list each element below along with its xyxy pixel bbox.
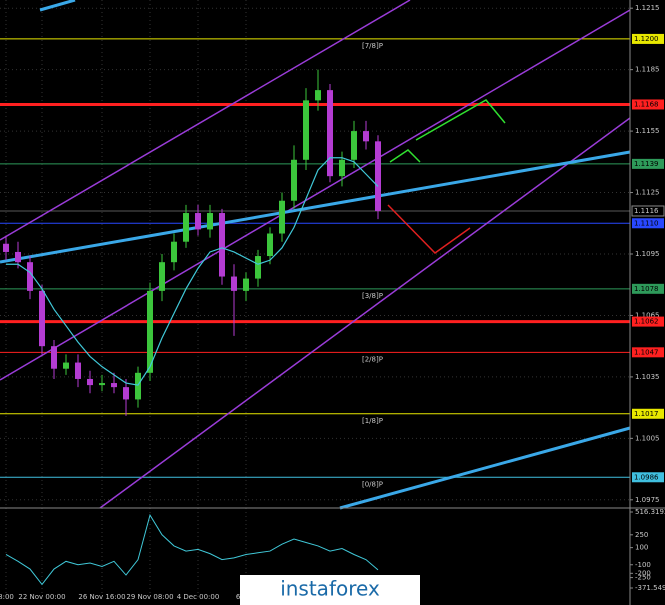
candle-body xyxy=(111,383,117,388)
candle-body xyxy=(159,262,165,291)
price-box xyxy=(632,316,664,327)
trend-line xyxy=(339,426,631,510)
drawings xyxy=(0,0,631,510)
candle-body xyxy=(27,262,33,291)
candle-body xyxy=(267,233,273,257)
level-name: [7/8]P xyxy=(362,42,383,50)
x-tick-label: 4 Dec 00:00 xyxy=(177,593,220,601)
candle-body xyxy=(207,213,213,230)
candle-body xyxy=(195,213,201,230)
candle-body xyxy=(303,100,309,160)
candle-body xyxy=(243,278,249,291)
x-tick-label: 29 Nov 08:00 xyxy=(126,593,173,601)
y-tick-label: 1.1005 xyxy=(635,434,660,442)
y-tick-label: 1.1065 xyxy=(635,311,660,319)
candle-body xyxy=(87,378,93,386)
price-box-label: 1.1062 xyxy=(634,318,659,326)
price-box-label: 1.1047 xyxy=(634,348,659,356)
candle-body xyxy=(279,200,285,234)
price-box-label: 1.1200 xyxy=(634,35,659,43)
y-tick-label: -100 xyxy=(635,561,651,569)
indicator-line xyxy=(5,513,379,586)
price-box-label: 1.0986 xyxy=(634,473,659,481)
level-name: [2/8]P xyxy=(362,355,383,363)
y-tick-label: 1.1155 xyxy=(635,127,660,135)
price-box-label: 1.1078 xyxy=(634,285,659,293)
candle-body xyxy=(135,372,141,400)
y-tick-label: 1.1035 xyxy=(635,373,660,381)
price-box-label: 1.1017 xyxy=(634,410,659,418)
channel-line xyxy=(0,9,631,381)
price-box-label: 1.1110 xyxy=(634,219,659,227)
candle-body xyxy=(63,362,69,369)
candle-body xyxy=(99,383,105,386)
candle-body xyxy=(183,213,189,242)
price-box xyxy=(632,283,664,294)
arrow xyxy=(389,149,421,163)
price-box xyxy=(632,33,664,44)
price-box-label: 1.1116 xyxy=(634,207,659,215)
x-tick-label: 8:00 xyxy=(0,593,14,601)
candle-body xyxy=(171,241,177,263)
x-tick-label: 26 Nov 16:00 xyxy=(78,593,125,601)
arrow xyxy=(387,204,471,254)
y-tick-label: -371.5494 xyxy=(635,584,665,592)
price-box xyxy=(631,205,665,217)
price-box xyxy=(632,218,664,229)
watermark-band xyxy=(240,575,420,605)
watermark: instaforex xyxy=(280,577,380,601)
candle-body xyxy=(375,141,381,211)
candle-body xyxy=(39,290,45,347)
y-tick-label: -250 xyxy=(635,574,651,582)
y-tick-label: 1.1125 xyxy=(635,189,660,197)
trend-line xyxy=(0,150,631,264)
y-tick-label: 1.0975 xyxy=(635,496,660,504)
candle-body xyxy=(291,159,297,201)
candle-body xyxy=(363,131,369,142)
price-box-label: 1.1139 xyxy=(634,160,659,168)
candle-body xyxy=(3,243,9,252)
x-tick-label: 22 Nov 00:00 xyxy=(18,593,65,601)
trend-line xyxy=(39,0,76,12)
candle-body xyxy=(147,290,153,373)
price-box-label: 1.1168 xyxy=(634,100,659,108)
y-tick-label: -200 xyxy=(635,569,651,577)
y-tick-label: 1.1215 xyxy=(635,4,660,12)
candle-body xyxy=(315,90,321,101)
level-name: [0/8]P xyxy=(362,480,383,488)
y-tick-label: 100 xyxy=(635,544,648,552)
moving-average xyxy=(6,157,379,386)
price-box xyxy=(632,408,664,419)
channel-line xyxy=(0,0,411,241)
price-box xyxy=(632,158,664,169)
price-box xyxy=(632,472,664,483)
level-name: [3/8]P xyxy=(362,292,383,300)
arrow xyxy=(415,99,506,141)
candle-body xyxy=(219,213,225,277)
price-box xyxy=(632,99,664,110)
level-name: [1/8]P xyxy=(362,417,383,425)
candle-body xyxy=(255,256,261,279)
candle-body xyxy=(123,387,129,400)
y-tick-label: 1.1185 xyxy=(635,66,660,74)
candle-body xyxy=(231,276,237,291)
candle-body xyxy=(51,346,57,369)
candle-body xyxy=(15,251,21,263)
channel-line xyxy=(99,117,631,509)
candle-body xyxy=(327,90,333,177)
y-tick-label: 250 xyxy=(635,531,648,539)
price-box xyxy=(632,347,664,358)
candle-body xyxy=(75,362,81,379)
y-tick-label: 1.1095 xyxy=(635,250,660,258)
candle-body xyxy=(339,159,345,177)
candle-body xyxy=(351,131,357,160)
